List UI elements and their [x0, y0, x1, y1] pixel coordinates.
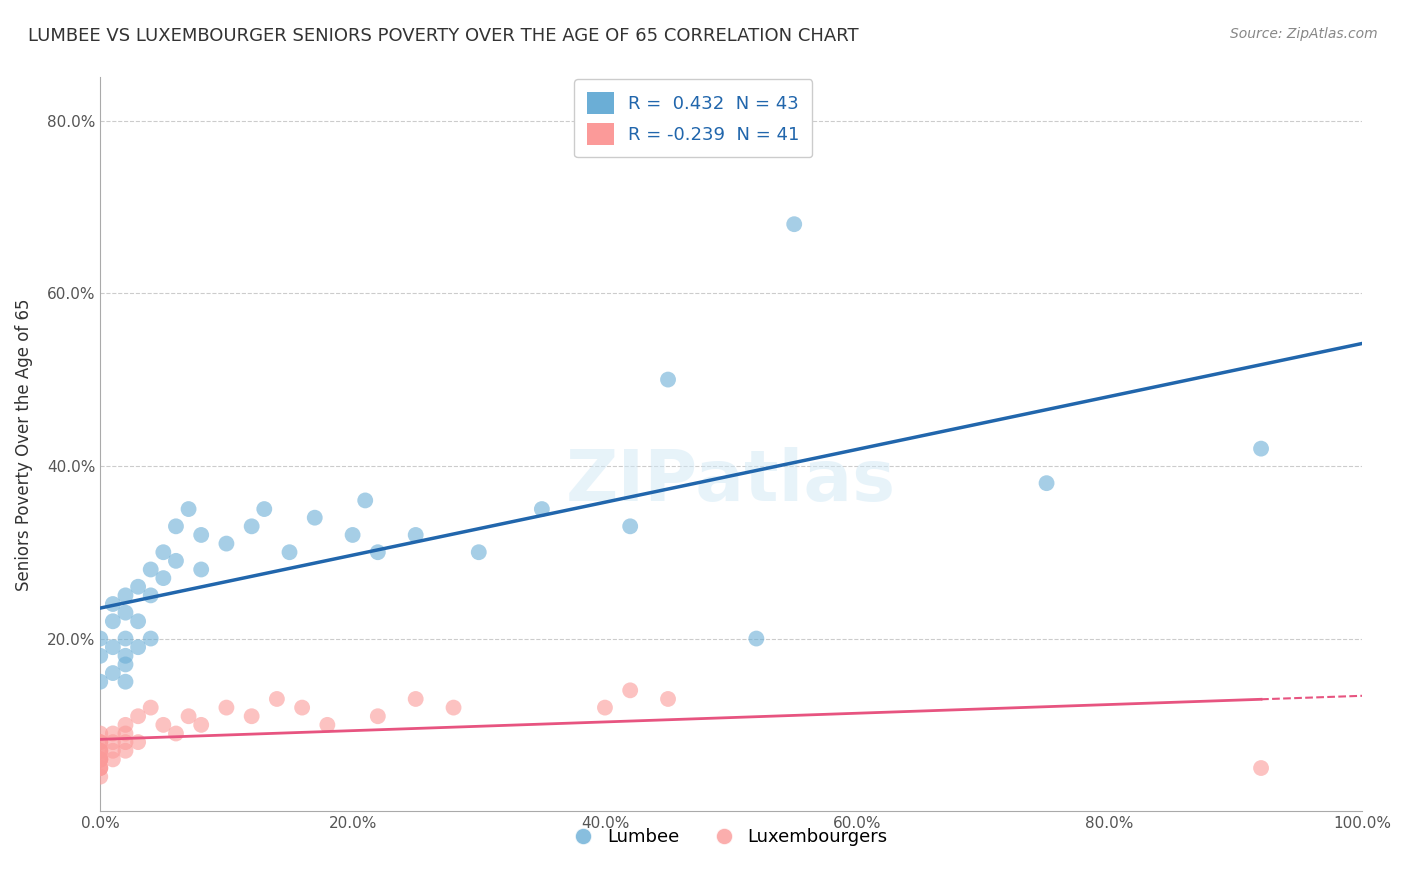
Point — [530, 502, 553, 516]
Point — [1250, 442, 1272, 456]
Point — [215, 700, 238, 714]
Point — [89, 752, 111, 766]
Point — [139, 588, 162, 602]
Text: Source: ZipAtlas.com: Source: ZipAtlas.com — [1230, 27, 1378, 41]
Point — [619, 683, 641, 698]
Point — [405, 692, 427, 706]
Point — [114, 588, 136, 602]
Point — [89, 744, 111, 758]
Point — [266, 692, 288, 706]
Point — [139, 700, 162, 714]
Point — [443, 700, 465, 714]
Point — [152, 571, 174, 585]
Point — [215, 536, 238, 550]
Point — [190, 718, 212, 732]
Point — [89, 735, 111, 749]
Point — [101, 752, 124, 766]
Point — [89, 632, 111, 646]
Point — [783, 217, 806, 231]
Point — [593, 700, 616, 714]
Point — [253, 502, 276, 516]
Point — [177, 709, 200, 723]
Point — [89, 761, 111, 775]
Point — [101, 726, 124, 740]
Point — [127, 580, 149, 594]
Point — [316, 718, 339, 732]
Point — [114, 744, 136, 758]
Point — [304, 510, 326, 524]
Point — [177, 502, 200, 516]
Point — [468, 545, 491, 559]
Legend: Lumbee, Luxembourgers: Lumbee, Luxembourgers — [567, 821, 896, 854]
Point — [165, 519, 187, 533]
Point — [152, 718, 174, 732]
Point — [114, 718, 136, 732]
Text: ZIPatlas: ZIPatlas — [567, 447, 896, 516]
Point — [127, 614, 149, 628]
Point — [657, 373, 679, 387]
Point — [101, 597, 124, 611]
Point — [190, 562, 212, 576]
Point — [89, 752, 111, 766]
Point — [127, 640, 149, 655]
Point — [101, 666, 124, 681]
Point — [114, 606, 136, 620]
Y-axis label: Seniors Poverty Over the Age of 65: Seniors Poverty Over the Age of 65 — [15, 298, 32, 591]
Point — [89, 752, 111, 766]
Point — [101, 735, 124, 749]
Point — [619, 519, 641, 533]
Point — [101, 640, 124, 655]
Point — [1250, 761, 1272, 775]
Point — [291, 700, 314, 714]
Point — [165, 554, 187, 568]
Point — [89, 761, 111, 775]
Point — [89, 770, 111, 784]
Point — [114, 657, 136, 672]
Point — [367, 709, 389, 723]
Point — [240, 519, 263, 533]
Point — [278, 545, 301, 559]
Point — [89, 761, 111, 775]
Point — [657, 692, 679, 706]
Point — [152, 545, 174, 559]
Point — [342, 528, 364, 542]
Point — [89, 735, 111, 749]
Point — [139, 562, 162, 576]
Point — [114, 674, 136, 689]
Point — [89, 674, 111, 689]
Point — [114, 648, 136, 663]
Point — [89, 648, 111, 663]
Point — [240, 709, 263, 723]
Point — [101, 744, 124, 758]
Point — [127, 735, 149, 749]
Point — [114, 735, 136, 749]
Point — [114, 726, 136, 740]
Text: LUMBEE VS LUXEMBOURGER SENIORS POVERTY OVER THE AGE OF 65 CORRELATION CHART: LUMBEE VS LUXEMBOURGER SENIORS POVERTY O… — [28, 27, 859, 45]
Point — [190, 528, 212, 542]
Point — [139, 632, 162, 646]
Point — [165, 726, 187, 740]
Point — [127, 709, 149, 723]
Point — [89, 726, 111, 740]
Point — [1035, 476, 1057, 491]
Point — [405, 528, 427, 542]
Point — [89, 744, 111, 758]
Point — [89, 744, 111, 758]
Point — [114, 632, 136, 646]
Point — [745, 632, 768, 646]
Point — [89, 752, 111, 766]
Point — [367, 545, 389, 559]
Point — [101, 614, 124, 628]
Point — [354, 493, 377, 508]
